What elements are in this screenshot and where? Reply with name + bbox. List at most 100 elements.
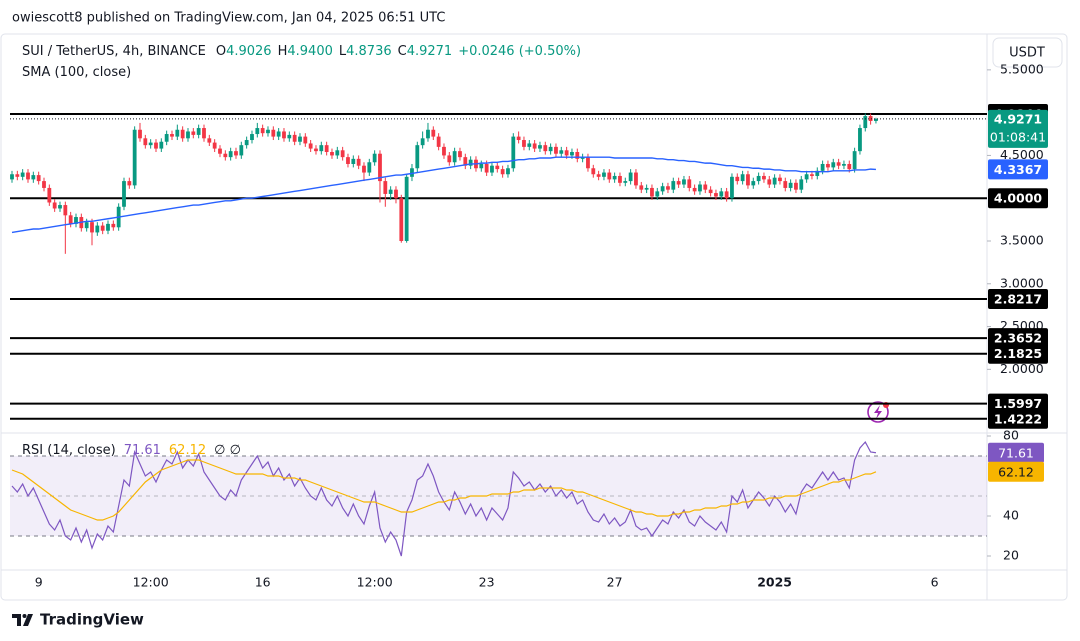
x-tick-label: 27 xyxy=(607,575,623,590)
level-label: 1.4222 xyxy=(994,411,1042,426)
candle-body xyxy=(623,181,628,183)
candle-body xyxy=(58,205,62,209)
candle-body xyxy=(260,128,265,134)
candle-body xyxy=(426,129,430,139)
candle-body xyxy=(484,163,489,173)
currency-button[interactable]: USDT xyxy=(992,37,1063,68)
candle-body xyxy=(570,152,574,156)
candle-body xyxy=(719,191,724,197)
y-tick-label: 5.5000 xyxy=(1000,61,1044,76)
candle-body xyxy=(372,153,377,163)
candle-body xyxy=(618,175,622,183)
y-tick-label: 40 xyxy=(1003,508,1019,523)
candle-body xyxy=(708,189,713,194)
candle-body xyxy=(218,148,222,154)
x-tick-label: 23 xyxy=(479,575,495,590)
candle-body xyxy=(607,172,612,180)
sma-legend: SMA (100, close) xyxy=(22,65,131,80)
rsi-legend: RSI (14, close) 71.61 62.12 ∅ ∅ xyxy=(22,443,241,458)
candle-body xyxy=(20,172,25,177)
candle-body xyxy=(191,131,196,135)
brand-logo xyxy=(12,614,33,626)
level-label: 2.8217 xyxy=(994,292,1042,307)
candle-body xyxy=(852,151,857,170)
candle-body xyxy=(655,191,660,197)
legend-change: +0.0246 (+0.50%) xyxy=(458,44,581,59)
candle-body xyxy=(612,175,617,180)
candle-body xyxy=(442,146,446,156)
candle-body xyxy=(799,179,804,190)
alert-bolt[interactable] xyxy=(874,405,882,419)
candle-body xyxy=(820,163,825,171)
candle-body xyxy=(783,181,788,188)
candle-body xyxy=(756,175,761,182)
candle-body xyxy=(111,223,116,228)
candle-body xyxy=(159,141,164,149)
candle-body xyxy=(847,163,852,170)
candle-body xyxy=(271,129,276,137)
candle-body xyxy=(356,158,361,166)
candle-body xyxy=(500,169,505,175)
candle-body xyxy=(767,179,772,185)
alert-icon[interactable] xyxy=(867,401,889,423)
candle-body xyxy=(762,175,766,180)
candle-body xyxy=(746,174,750,186)
candle-body xyxy=(788,182,793,188)
candle-body xyxy=(660,186,665,192)
candle-body xyxy=(282,131,286,139)
y-tick-label: 20 xyxy=(1003,548,1019,563)
candle-body xyxy=(154,142,158,149)
level-badge xyxy=(988,328,1048,349)
legend-key: O xyxy=(216,44,226,59)
candle-body xyxy=(212,142,217,149)
level-badge xyxy=(988,188,1048,209)
y-tick-label: 3.5000 xyxy=(1000,232,1044,247)
candle-body xyxy=(575,152,580,159)
candle-body xyxy=(842,163,846,166)
level-badge xyxy=(988,343,1048,364)
candle-body xyxy=(580,157,585,159)
y-tick-label: 80 xyxy=(1003,428,1019,443)
candle-body xyxy=(858,128,862,152)
candle-body xyxy=(132,129,137,186)
price-legend: SUI / TetherUS, 4h, BINANCE O4.9026 H4.940… xyxy=(22,44,581,59)
candle-body xyxy=(10,174,14,180)
candle-body xyxy=(676,181,681,185)
candle-body xyxy=(836,162,841,166)
candle-body xyxy=(543,145,548,152)
candle-body xyxy=(591,168,596,175)
y-tick-label: 3.0000 xyxy=(1000,275,1044,290)
candle-body xyxy=(602,172,606,177)
candle-body xyxy=(351,158,356,164)
currency-button-box[interactable] xyxy=(992,37,1063,68)
candle-body xyxy=(404,176,409,241)
candle-body xyxy=(335,150,340,156)
candle-body xyxy=(106,223,110,231)
candle-body xyxy=(730,176,734,199)
candle-body xyxy=(554,146,558,154)
candle-body xyxy=(127,181,132,186)
candle-body xyxy=(634,172,638,186)
x-tick-label: 9 xyxy=(35,575,43,590)
candle-body xyxy=(586,157,590,169)
y-tick-label: 4.5000 xyxy=(1000,147,1044,162)
candle-body xyxy=(95,225,100,233)
candle-body xyxy=(650,187,654,197)
candle-body xyxy=(564,150,569,156)
candle-body xyxy=(548,146,553,152)
candle-body xyxy=(532,143,537,149)
candle-body xyxy=(266,129,270,134)
candle-body xyxy=(367,162,372,173)
rsi-legend-value: 71.61 xyxy=(124,443,161,458)
rsi-legend-value: 62.12 xyxy=(169,443,206,458)
rsi-line xyxy=(11,459,877,521)
candle-body xyxy=(724,191,729,199)
candle-body xyxy=(692,187,697,192)
candle-body xyxy=(506,168,510,175)
candle-body xyxy=(772,177,777,185)
candle-body xyxy=(794,182,798,190)
candle-body xyxy=(596,174,601,177)
candle-body xyxy=(31,175,36,180)
currency-label[interactable]: USDT xyxy=(1009,46,1045,61)
candle-body xyxy=(330,152,334,156)
